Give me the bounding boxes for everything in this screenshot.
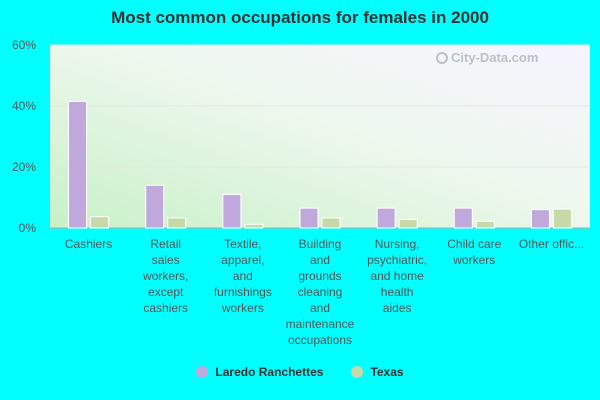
bar-texas [90, 216, 110, 229]
x-tick-label: Retail sales workers, except cashiers [143, 237, 189, 315]
bar-texas [321, 217, 341, 229]
bar-texas [552, 208, 572, 229]
bar-laredo [145, 184, 165, 229]
watermark: City-Data.com [436, 50, 538, 65]
bar-laredo [376, 207, 396, 229]
legend-swatch-texas [351, 366, 364, 378]
x-tick-label: Nursing, psychiatric, and home health aides [367, 237, 428, 315]
plot-background [50, 45, 590, 228]
x-tick-label: Building and grounds cleaning and maintenance… [285, 237, 355, 347]
bar-texas [167, 217, 187, 229]
watermark-text: City-Data.com [451, 50, 539, 65]
bar-laredo [222, 193, 242, 229]
chart-title: Most common occupations for females in 2… [111, 8, 489, 27]
y-tick-label: 40% [12, 99, 36, 113]
bar-laredo [299, 207, 319, 229]
x-tick-label: Child care workers [447, 237, 502, 267]
y-tick-label: 20% [12, 160, 36, 174]
y-tick-label: 60% [12, 38, 36, 52]
legend-label-texas: Texas [370, 365, 404, 379]
legend-item-texas: Texas [351, 365, 404, 379]
bar-texas [475, 220, 495, 229]
legend-item-laredo: Laredo Ranchettes [196, 365, 323, 379]
legend-swatch-laredo [196, 366, 209, 378]
magnifier-icon [436, 51, 448, 64]
legend-label-laredo: Laredo Ranchettes [215, 365, 324, 379]
bar-laredo [68, 100, 88, 229]
x-tick-label: Cashiers [64, 237, 113, 251]
x-tick-label: Textile, apparel, and furnishings workers [213, 237, 272, 315]
y-tick-label: 0% [19, 221, 37, 235]
bar-texas [244, 223, 264, 229]
bar-texas [398, 218, 418, 229]
legend: Laredo Ranchettes Texas [0, 365, 600, 379]
bar-laredo [530, 209, 550, 229]
x-tick-label: Other offic... [518, 237, 584, 251]
bar-laredo [453, 207, 473, 229]
